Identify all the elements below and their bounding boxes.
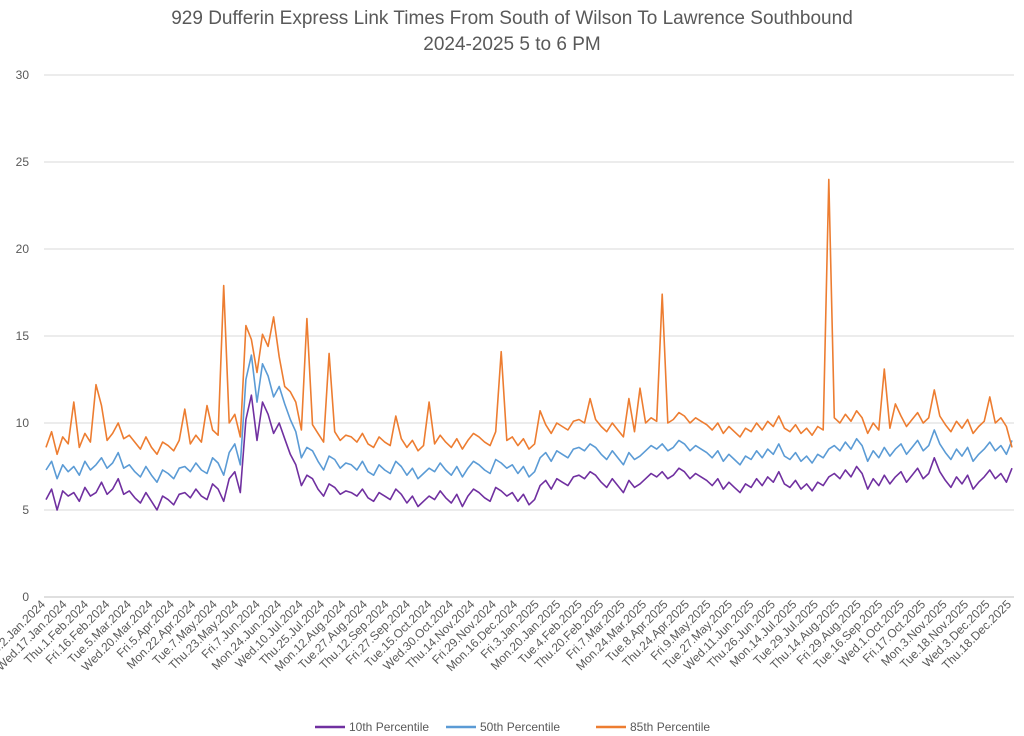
y-tick-label: 10 <box>16 416 30 430</box>
legend-label: 50th Percentile <box>480 720 560 734</box>
y-tick-label: 5 <box>22 503 29 517</box>
gridlines <box>44 74 1014 598</box>
y-tick-label: 25 <box>16 155 30 169</box>
y-tick-label: 30 <box>16 68 30 82</box>
legend: 10th Percentile 50th Percentile 85th Perce… <box>315 720 710 734</box>
chart-title: 929 Dufferin Express Link Times From Sou… <box>171 8 853 29</box>
chart-subtitle: 2024-2025 5 to 6 PM <box>423 34 600 55</box>
series-lines <box>45 178 1013 511</box>
y-tick-label: 20 <box>16 242 30 256</box>
legend-label: 85th Percentile <box>630 720 710 734</box>
legend-label: 10th Percentile <box>349 720 429 734</box>
series-line-1 <box>45 394 1013 511</box>
series-line-2 <box>45 354 1013 484</box>
series-line-3 <box>45 178 1013 456</box>
y-tick-label: 0 <box>22 590 29 604</box>
x-axis-ticks: Tue.2.Jan.2024Wed.17.Jan.2024Thu.1.Feb.2… <box>0 597 1014 674</box>
y-axis-ticks: 0 5 10 15 20 25 30 <box>16 68 30 604</box>
y-tick-label: 15 <box>16 329 30 343</box>
